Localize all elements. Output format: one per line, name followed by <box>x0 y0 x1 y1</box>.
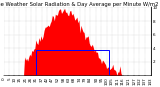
Title: Milwaukee Weather Solar Radiation & Day Average per Minute W/m2 (Today): Milwaukee Weather Solar Radiation & Day … <box>0 2 160 7</box>
Bar <box>36 50 109 75</box>
